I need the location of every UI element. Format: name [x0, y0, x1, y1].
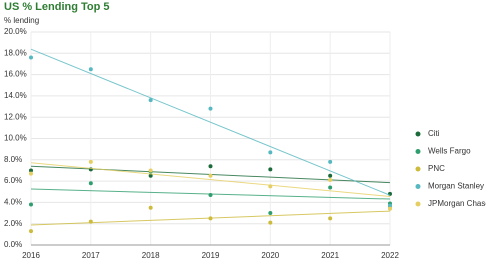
y-tick-label: 20.0%: [4, 27, 27, 36]
legend-label: Wells Fargo: [428, 147, 471, 156]
point: [388, 206, 392, 211]
point: [208, 106, 213, 111]
point: [29, 171, 33, 176]
legend-label: JPMorgan Chase: [428, 199, 486, 208]
point: [268, 220, 273, 225]
point: [148, 98, 153, 103]
point: [88, 159, 93, 164]
y-tick-label: 6.0%: [4, 176, 22, 185]
y-tick-label: 18.0%: [4, 48, 27, 57]
point: [208, 216, 213, 221]
y-tick-label: 12.0%: [4, 112, 27, 121]
point: [148, 168, 153, 173]
point: [268, 150, 273, 155]
point: [208, 164, 213, 169]
point: [328, 185, 333, 190]
point: [88, 67, 93, 72]
y-tick-label: 8.0%: [4, 155, 22, 164]
point: [148, 173, 153, 178]
point: [328, 216, 333, 221]
y-tick-label: 4.0%: [4, 198, 22, 207]
legend-label: PNC: [428, 164, 445, 173]
point: [328, 173, 333, 178]
point: [328, 178, 333, 183]
legend-marker: [415, 184, 421, 189]
point: [268, 211, 273, 216]
x-tick-label: 2019: [202, 251, 220, 260]
point: [268, 184, 273, 189]
trendline: [30, 162, 391, 197]
point: [88, 181, 93, 186]
y-tick-label: 10.0%: [4, 134, 27, 143]
point: [88, 219, 93, 224]
point: [268, 167, 273, 172]
y-tick-label: 0.0%: [4, 240, 22, 249]
legend-label: Morgan Stanley: [428, 182, 484, 191]
point: [328, 159, 333, 164]
x-tick-label: 2021: [321, 251, 339, 260]
point: [148, 205, 153, 210]
legend-marker: [415, 131, 421, 137]
point: [29, 168, 33, 173]
y-tick-label: 2.0%: [4, 219, 22, 228]
x-tick-label: 2017: [82, 251, 100, 260]
y-tick-label: 16.0%: [4, 70, 27, 79]
trendline: [30, 48, 391, 196]
point: [29, 55, 33, 60]
x-tick-label: 2016: [22, 251, 40, 260]
point: [208, 192, 213, 197]
x-tick-label: 2020: [261, 251, 279, 260]
legend-marker: [415, 149, 421, 154]
point: [29, 229, 33, 234]
legend-label: Citi: [428, 129, 440, 138]
point: [388, 191, 392, 196]
y-tick-label: 14.0%: [4, 91, 27, 100]
x-tick-label: 2018: [142, 251, 160, 260]
legend-marker: [415, 166, 421, 172]
point: [29, 202, 33, 207]
point: [388, 203, 392, 208]
y-axis-label: % lending: [4, 16, 39, 25]
chart-title: US % Lending Top 5: [4, 1, 110, 13]
legend-marker: [415, 201, 421, 207]
point: [208, 173, 213, 178]
x-tick-label: 2022: [381, 251, 399, 260]
